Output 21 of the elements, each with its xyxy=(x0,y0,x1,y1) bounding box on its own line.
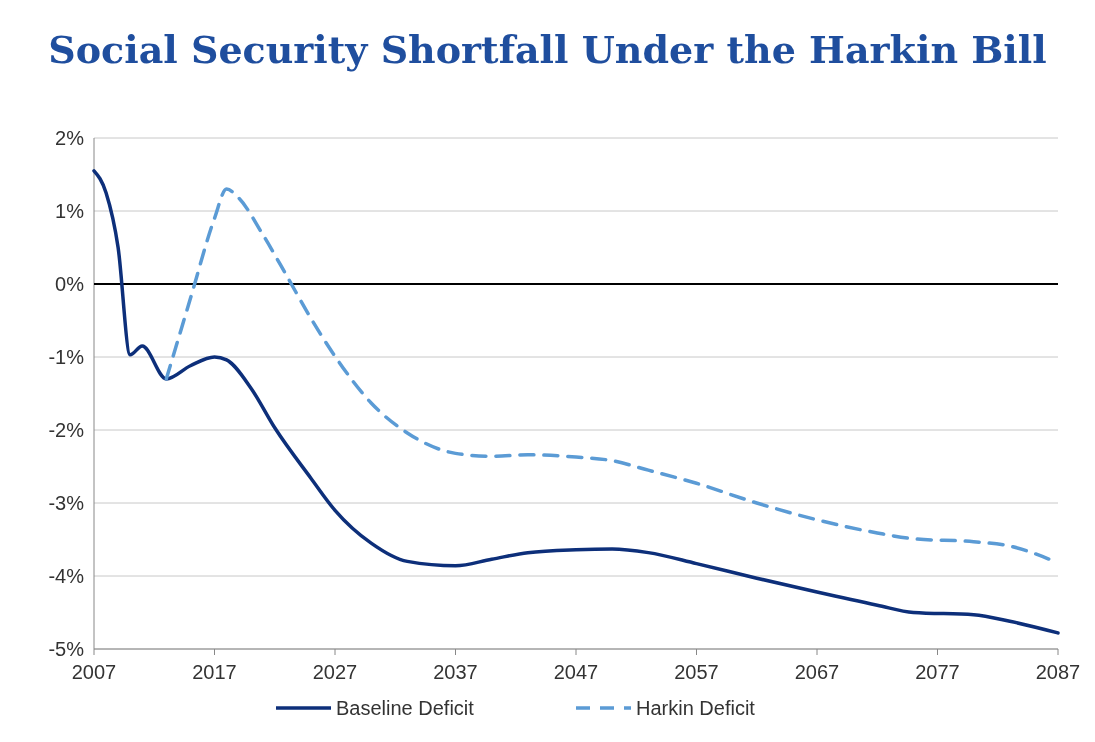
y-tick-label: 2% xyxy=(55,127,85,149)
line-series xyxy=(92,169,1060,635)
chart-title: Social Security Shortfall Under the Harkin Bill xyxy=(48,27,1047,72)
y-tick-label: -5% xyxy=(48,638,85,660)
legend-label: Baseline Deficit xyxy=(336,697,475,719)
x-tick-label: 2087 xyxy=(1035,661,1081,683)
x-tick-label: 2007 xyxy=(71,661,117,683)
legend-label: Harkin Deficit xyxy=(636,697,756,719)
y-tick-label: -1% xyxy=(48,346,85,368)
y-tick-label: -3% xyxy=(48,492,85,514)
x-tick-label: 2017 xyxy=(192,661,237,683)
y-tick-label: -4% xyxy=(48,565,85,587)
x-tick-label: 2037 xyxy=(433,661,478,683)
y-tick-label: 1% xyxy=(55,200,85,222)
x-tick-label: 2077 xyxy=(915,661,960,683)
x-tick-label: 2067 xyxy=(794,661,840,683)
y-tick-label: 0% xyxy=(55,273,85,295)
x-tick-label: 2027 xyxy=(312,661,358,683)
x-tick-label: 2047 xyxy=(553,661,599,683)
y-tick-label: -2% xyxy=(48,419,85,441)
x-tick-label: 2057 xyxy=(674,661,719,683)
